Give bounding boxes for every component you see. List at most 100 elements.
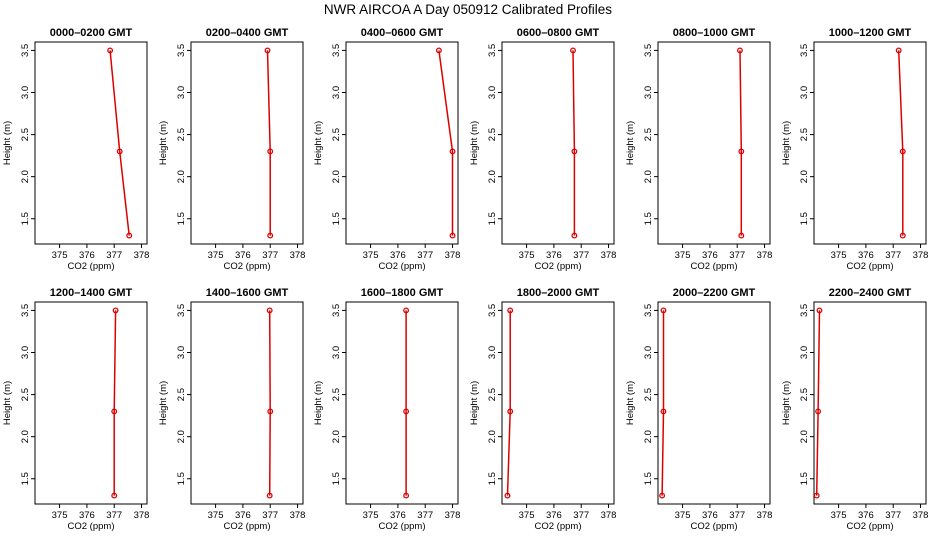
x-tick-label: 377 bbox=[262, 510, 278, 521]
x-tick-label: 375 bbox=[831, 250, 847, 261]
y-tick-label: 2.5 bbox=[799, 128, 810, 141]
x-tick-label: 375 bbox=[675, 250, 691, 261]
x-tick-label: 377 bbox=[885, 250, 901, 261]
x-tick-label: 375 bbox=[519, 250, 535, 261]
y-tick-label: 2.0 bbox=[487, 430, 498, 443]
profile-line bbox=[109, 50, 130, 236]
x-tick-label: 377 bbox=[417, 250, 433, 261]
profile-line bbox=[661, 310, 665, 496]
x-tick-label: 375 bbox=[52, 250, 68, 261]
x-tick-label: 378 bbox=[290, 510, 306, 521]
profile-line bbox=[572, 50, 576, 236]
x-tick-label: 378 bbox=[757, 250, 773, 261]
y-tick-label: 1.5 bbox=[799, 212, 810, 225]
x-tick-label: 378 bbox=[913, 250, 929, 261]
y-tick-label: 3.5 bbox=[176, 44, 187, 57]
x-tick-label: 376 bbox=[79, 510, 95, 521]
y-tick-label: 2.0 bbox=[176, 430, 187, 443]
profile-line bbox=[815, 310, 821, 496]
figure-title: NWR AIRCOA A Day 050912 Calibrated Profi… bbox=[323, 2, 613, 17]
x-tick-label: 376 bbox=[858, 250, 874, 261]
y-tick-label: 3.0 bbox=[487, 86, 498, 99]
y-axis-label: Height (m) bbox=[781, 381, 792, 425]
y-tick-label: 1.5 bbox=[176, 472, 187, 485]
plot-frame bbox=[345, 41, 459, 245]
x-axis-label: CO2 (ppm) bbox=[847, 261, 894, 272]
data-point bbox=[107, 47, 114, 54]
x-tick-label: 376 bbox=[235, 510, 251, 521]
x-tick-label: 375 bbox=[363, 250, 379, 261]
plot-frame bbox=[190, 41, 304, 245]
x-tick-label: 377 bbox=[262, 250, 278, 261]
plot-frame bbox=[657, 301, 771, 505]
y-tick-label: 3.5 bbox=[799, 304, 810, 317]
panel-title: 0400–0600 GMT bbox=[361, 27, 444, 39]
data-point bbox=[571, 232, 578, 239]
data-point bbox=[449, 148, 456, 155]
y-tick-label: 3.0 bbox=[20, 86, 31, 99]
x-axis-label: CO2 (ppm) bbox=[379, 521, 426, 532]
data-point bbox=[738, 148, 745, 155]
y-tick-label: 2.5 bbox=[176, 388, 187, 401]
data-point bbox=[504, 492, 511, 499]
y-tick-label: 3.0 bbox=[331, 86, 342, 99]
y-tick-label: 2.5 bbox=[20, 128, 31, 141]
y-axis-label: Height (m) bbox=[313, 381, 324, 425]
y-tick-label: 3.5 bbox=[487, 304, 498, 317]
panel-title: 0200–0400 GMT bbox=[206, 27, 289, 39]
x-tick-label: 378 bbox=[445, 510, 461, 521]
y-tick-label: 3.0 bbox=[20, 346, 31, 359]
x-tick-label: 375 bbox=[519, 510, 535, 521]
y-tick-label: 3.0 bbox=[487, 346, 498, 359]
y-axis-label: Height (m) bbox=[158, 121, 169, 165]
x-axis-label: CO2 (ppm) bbox=[847, 521, 894, 532]
y-tick-label: 2.0 bbox=[331, 170, 342, 183]
y-tick-label: 2.5 bbox=[20, 388, 31, 401]
y-tick-label: 1.5 bbox=[487, 472, 498, 485]
data-point bbox=[267, 232, 274, 239]
x-axis-label: CO2 (ppm) bbox=[224, 261, 271, 272]
x-tick-label: 375 bbox=[831, 510, 847, 521]
data-point bbox=[816, 307, 823, 314]
y-axis-label: Height (m) bbox=[625, 121, 636, 165]
y-tick-label: 2.0 bbox=[799, 430, 810, 443]
y-axis-label: Height (m) bbox=[469, 381, 480, 425]
y-axis-label: Height (m) bbox=[158, 381, 169, 425]
y-tick-label: 2.0 bbox=[20, 170, 31, 183]
profile-line bbox=[268, 310, 271, 496]
profile-line bbox=[266, 50, 271, 236]
plot-frame bbox=[34, 301, 148, 505]
x-tick-label: 378 bbox=[601, 510, 617, 521]
y-tick-label: 1.5 bbox=[799, 472, 810, 485]
plot-frame bbox=[657, 41, 771, 245]
data-point bbox=[111, 492, 118, 499]
y-tick-label: 3.5 bbox=[643, 44, 654, 57]
y-tick-label: 3.5 bbox=[331, 304, 342, 317]
y-tick-label: 1.5 bbox=[487, 212, 498, 225]
panel-title: 1800–2000 GMT bbox=[517, 287, 600, 299]
data-point bbox=[267, 148, 274, 155]
plot-frame bbox=[34, 41, 148, 245]
x-axis-label: CO2 (ppm) bbox=[224, 521, 271, 532]
y-tick-label: 2.5 bbox=[331, 388, 342, 401]
data-point bbox=[660, 408, 667, 415]
y-tick-label: 2.0 bbox=[331, 430, 342, 443]
panel-title: 1200–1400 GMT bbox=[50, 287, 133, 299]
y-tick-label: 1.5 bbox=[20, 212, 31, 225]
profile-line bbox=[739, 50, 743, 236]
y-tick-label: 2.5 bbox=[487, 128, 498, 141]
y-axis-label: Height (m) bbox=[2, 381, 13, 425]
y-tick-label: 2.5 bbox=[176, 128, 187, 141]
x-tick-label: 378 bbox=[290, 250, 306, 261]
plot-frame bbox=[813, 301, 927, 505]
plot-frame bbox=[190, 301, 304, 505]
y-tick-label: 3.5 bbox=[20, 304, 31, 317]
data-point bbox=[126, 232, 133, 239]
data-point bbox=[571, 148, 578, 155]
panel-title: 2000–2200 GMT bbox=[673, 287, 756, 299]
x-tick-label: 376 bbox=[79, 250, 95, 261]
profile-line bbox=[113, 310, 117, 496]
profile-line bbox=[438, 50, 454, 236]
data-point bbox=[116, 148, 123, 155]
